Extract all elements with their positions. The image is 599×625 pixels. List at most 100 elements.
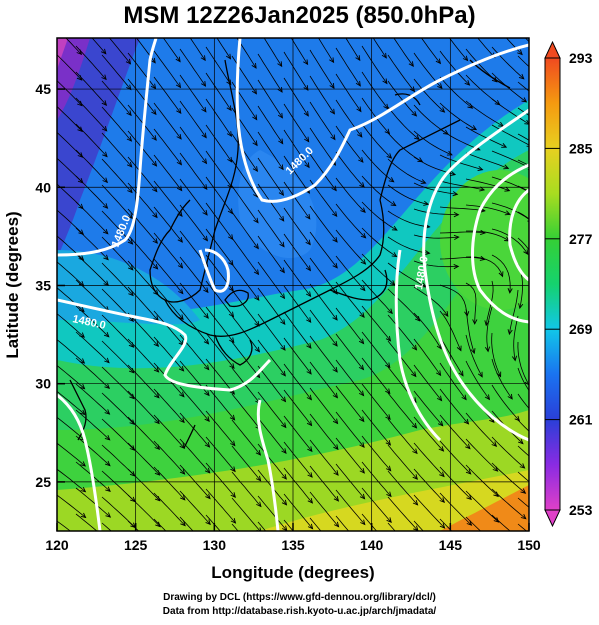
streamline — [75, 97, 107, 132]
streamline — [361, 123, 392, 159]
streamline-arrow — [255, 475, 262, 482]
streamline — [413, 312, 442, 349]
streamline-arrow — [412, 474, 418, 480]
streamline — [335, 359, 364, 396]
streamline — [153, 258, 184, 294]
streamline-arrow — [252, 166, 258, 173]
streamline-arrow — [129, 393, 135, 400]
streamline — [153, 440, 185, 475]
streamline — [75, 383, 110, 415]
streamline-arrow — [278, 190, 284, 197]
streamline-arrow — [152, 212, 158, 219]
streamline-arrow — [332, 262, 338, 269]
streamline-arrow — [446, 150, 453, 156]
streamline-arrow — [103, 331, 110, 338]
streamline — [127, 286, 159, 321]
streamline-arrow — [517, 49, 523, 56]
x-tick-label: 130 — [203, 537, 227, 553]
streamline — [387, 418, 418, 454]
streamline — [57, 261, 84, 287]
streamline-arrow — [439, 471, 445, 478]
streamline-arrow — [102, 177, 109, 184]
streamline — [231, 55, 257, 95]
streamline — [309, 205, 338, 243]
streamline — [413, 520, 424, 531]
streamline-arrow — [129, 445, 136, 451]
streamline — [283, 337, 312, 375]
streamline-arrow — [307, 497, 314, 504]
streamline — [290, 38, 308, 65]
streamline-arrow — [151, 135, 157, 141]
streamline-arrow — [382, 78, 388, 85]
colorbar-bottom-arrow — [544, 509, 561, 528]
streamline-arrow — [494, 543, 499, 548]
streamline-arrow — [307, 472, 313, 478]
streamline — [57, 494, 86, 518]
streamline-arrow — [536, 402, 541, 407]
streamline — [127, 156, 158, 192]
streamline-arrow — [307, 523, 314, 530]
streamline-arrow — [254, 295, 260, 301]
streamline-arrow — [470, 348, 476, 355]
streamline — [491, 488, 527, 520]
streamline-arrow — [511, 355, 518, 362]
streamline — [153, 180, 183, 217]
streamline-arrow — [424, 250, 431, 256]
streamline-arrow — [484, 394, 491, 401]
streamline-arrow — [329, 83, 335, 89]
streamline — [162, 38, 181, 62]
streamline-arrow — [229, 414, 236, 421]
streamline-arrow — [518, 303, 524, 310]
streamline — [309, 49, 335, 89]
streamline — [205, 436, 236, 472]
y-tick-label: 35 — [35, 277, 51, 293]
streamline — [439, 256, 485, 260]
streamline — [283, 233, 311, 271]
streamline-arrow — [536, 272, 540, 277]
streamline — [465, 516, 482, 531]
streamline — [231, 211, 259, 249]
streamline — [335, 177, 366, 213]
streamline — [465, 152, 509, 169]
streamline — [361, 435, 392, 471]
streamline — [387, 522, 396, 531]
streamline — [257, 313, 286, 351]
streamline-arrow — [225, 53, 232, 60]
streamline — [309, 491, 339, 527]
streamline-arrow — [520, 514, 527, 520]
streamline — [75, 227, 109, 260]
streamline-arrow — [150, 83, 157, 90]
streamline-arrow — [128, 264, 134, 271]
streamline-arrow — [332, 288, 338, 295]
streamline-arrow — [453, 234, 460, 240]
streamline-arrow — [205, 519, 211, 526]
streamline — [179, 204, 208, 241]
streamline — [205, 306, 235, 343]
streamline-arrow — [523, 249, 529, 256]
streamline-arrow — [203, 287, 209, 294]
streamline-arrow — [153, 315, 159, 322]
streamline — [57, 313, 85, 338]
streamline-arrow — [453, 263, 460, 270]
streamline-arrow — [305, 265, 312, 272]
streamline — [57, 105, 83, 132]
streamline — [413, 286, 449, 317]
streamline-arrow — [435, 58, 442, 65]
streamline-arrow — [230, 440, 236, 447]
streamline — [153, 50, 181, 88]
streamline — [205, 462, 236, 498]
streamline-arrow — [104, 435, 111, 441]
streamline-arrow — [231, 544, 236, 549]
streamline-arrow — [491, 441, 498, 447]
streamline — [231, 419, 261, 456]
coastlines — [69, 59, 511, 449]
streamline-arrow — [153, 341, 160, 347]
streamline-arrow — [330, 134, 336, 141]
y-axis: 25 30 35 40 45 — [35, 81, 65, 490]
streamline-arrow — [573, 209, 578, 214]
streamline-arrow — [127, 239, 134, 245]
streamline-arrow — [359, 442, 365, 449]
streamline — [283, 467, 313, 504]
streamline — [335, 515, 350, 531]
streamline — [491, 98, 529, 125]
